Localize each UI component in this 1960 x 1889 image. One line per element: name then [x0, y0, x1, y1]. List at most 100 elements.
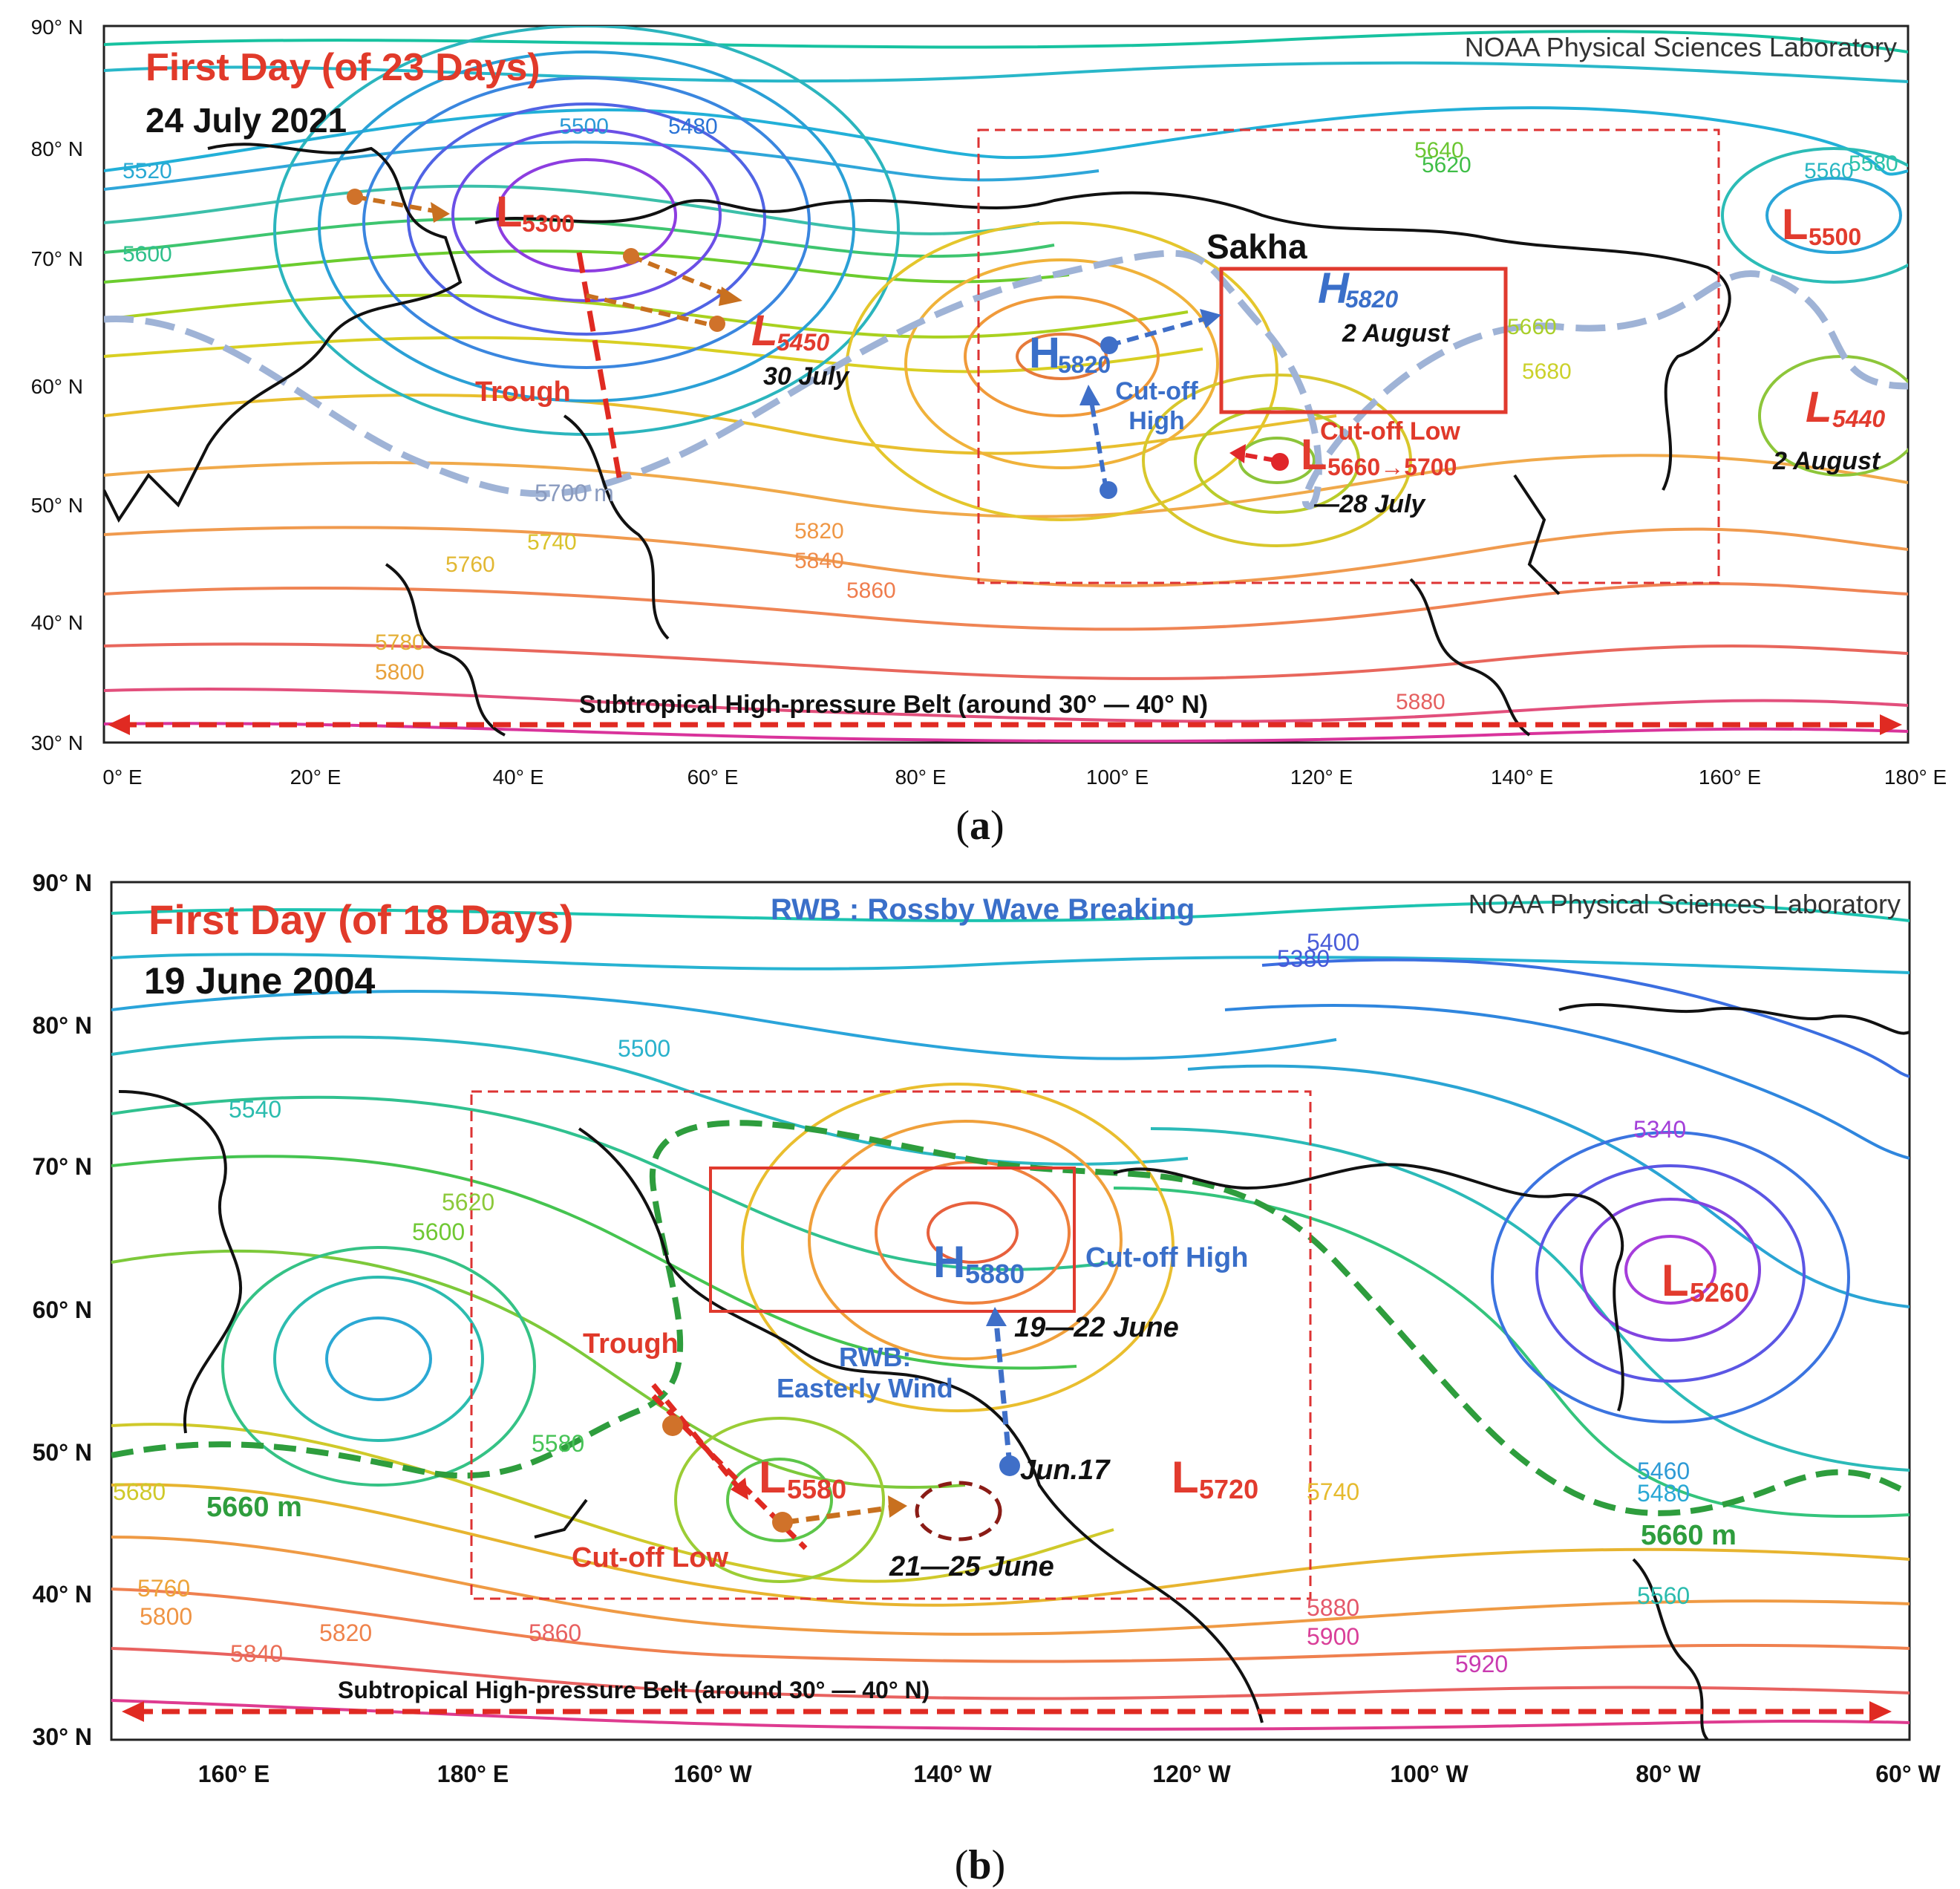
- lon-label: 140° W: [913, 1761, 992, 1787]
- contour-label: 5820: [319, 1619, 372, 1646]
- lon-label: 40° E: [493, 766, 544, 789]
- contour-label: 5860: [846, 578, 896, 603]
- contour-label: 5820: [794, 519, 844, 544]
- lon-label: 180° E: [1884, 766, 1947, 789]
- lat-label: 90° N: [33, 870, 92, 896]
- contour-label: 5740: [527, 530, 577, 555]
- cutoff-high-label: Cut-off High: [1085, 1242, 1248, 1273]
- contour-label: 5400: [1307, 929, 1359, 956]
- contour-label: 5620: [1422, 153, 1471, 177]
- source-credit: NOAA Physical Sciences Laboratory: [1469, 889, 1901, 919]
- ridge-line-label-east: 5660 m: [1641, 1520, 1737, 1551]
- svg-text:5880: 5880: [965, 1259, 1025, 1289]
- svg-text:RWB:: RWB:: [839, 1342, 911, 1372]
- lat-label: 40° N: [31, 611, 83, 634]
- svg-text:5260: 5260: [1690, 1277, 1749, 1308]
- contour-label: 5800: [140, 1603, 192, 1630]
- caption-b: (b): [954, 1842, 1006, 1888]
- contour-label: 5740: [1307, 1478, 1359, 1505]
- contour-label: 5840: [794, 549, 844, 573]
- contour-label: 5520: [122, 159, 172, 183]
- lat-label: 70° N: [33, 1153, 92, 1180]
- svg-text:L: L: [759, 1452, 786, 1502]
- low-center-5660: L 5660→5700 —28 July: [1301, 431, 1457, 518]
- svg-text:L: L: [496, 188, 522, 236]
- arrow-heads: [347, 189, 1289, 499]
- svg-text:5580: 5580: [787, 1474, 846, 1504]
- lat-label: 50° N: [31, 494, 83, 517]
- contour-label: 5540: [229, 1096, 281, 1123]
- contour-label: 5900: [1307, 1623, 1359, 1650]
- subtropical-belt-label: Subtropical High-pressure Belt (around 3…: [579, 691, 1208, 719]
- svg-text:L: L: [1782, 200, 1808, 249]
- cutoff-low-label: Cut-off Low: [1320, 417, 1460, 446]
- contour-labels: 5480 5500 5520 5560 5580 5600 5620 5640 …: [122, 114, 1898, 714]
- contour-label: 5480: [668, 114, 718, 139]
- contour-label: 5780: [375, 630, 425, 655]
- lon-label: 140° E: [1491, 766, 1553, 789]
- low-center-5300: L 5300: [496, 188, 575, 237]
- svg-text:L: L: [1806, 383, 1832, 431]
- lon-label: 80° E: [895, 766, 947, 789]
- lat-label: 30° N: [31, 731, 83, 754]
- svg-text:Easterly Wind: Easterly Wind: [777, 1373, 953, 1403]
- svg-text:5820: 5820: [1058, 351, 1111, 378]
- ridge-line-5660: [111, 1120, 1910, 1516]
- analysis-region-box: [977, 128, 1720, 584]
- contour-label: 5340: [1633, 1116, 1686, 1143]
- longitude-axis: 0° E 20° E 40° E 60° E 80° E 100° E 120°…: [102, 766, 1947, 789]
- contour-label: 5920: [1455, 1651, 1508, 1677]
- lat-label: 80° N: [31, 137, 83, 160]
- cutoff-high-box: [1219, 267, 1508, 414]
- svg-text:L: L: [751, 307, 777, 355]
- contour-labels: 5340 5380 5400 5460 5480 5500 5540 5560 …: [113, 929, 1690, 1677]
- trough-label: Trough: [475, 376, 571, 408]
- lat-label: 40° N: [33, 1581, 92, 1608]
- lat-label: 50° N: [33, 1439, 92, 1466]
- lon-label: 80° W: [1636, 1761, 1701, 1787]
- svg-text:5820: 5820: [1345, 286, 1398, 313]
- low-center-5260: L 5260: [1662, 1256, 1749, 1308]
- svg-text:H: H: [1318, 264, 1350, 313]
- contour-label: 5600: [412, 1218, 465, 1245]
- lon-label: 60° E: [687, 766, 739, 789]
- map-a: 90° N 80° N 70° N 60° N 50° N 40° N 30° …: [31, 16, 1947, 789]
- pressure-systems: L 5300 L 5450 30 July H 5820 H 5820 2 Au…: [496, 188, 1885, 518]
- ridge-line-5700: [104, 249, 1908, 510]
- contour-label: 5680: [1522, 359, 1572, 384]
- contour-label: 5580: [1849, 151, 1898, 176]
- lon-label: 160° W: [673, 1761, 752, 1787]
- arrow-head: [108, 714, 130, 735]
- high-center-5820-west: H 5820: [1029, 329, 1111, 378]
- svg-text:5660→5700: 5660→5700: [1327, 454, 1457, 480]
- lon-label: 120° W: [1152, 1761, 1231, 1787]
- svg-text:5440: 5440: [1832, 405, 1885, 432]
- map-frame: [102, 25, 1910, 744]
- contour-field: [111, 900, 1910, 1740]
- analysis-region-box: [470, 1090, 1312, 1600]
- panel-title: First Day (of 18 Days): [148, 896, 574, 943]
- panel-title: First Day (of 23 Days): [146, 46, 540, 89]
- svg-text:5720: 5720: [1199, 1474, 1258, 1504]
- region-label: Sakha: [1206, 227, 1307, 266]
- lon-label: 20° E: [290, 766, 342, 789]
- arrow-head: [1869, 1701, 1892, 1722]
- panel-date: 24 July 2021: [146, 101, 347, 140]
- panel-date: 19 June 2004: [144, 960, 376, 1002]
- date-high: 19—22 June: [1014, 1312, 1179, 1343]
- cutoff-high-box: [709, 1167, 1076, 1313]
- low-center-5500: L 5500: [1782, 200, 1861, 250]
- arrow-heads: [662, 1307, 1020, 1533]
- contour-label: 5560: [1637, 1582, 1690, 1609]
- contour-label: 5680: [113, 1478, 166, 1505]
- contour-label: 5800: [375, 660, 425, 685]
- svg-text:L: L: [1301, 431, 1327, 479]
- panel-a: 90° N 80° N 70° N 60° N 50° N 40° N 30° …: [0, 0, 1960, 849]
- lat-label: 30° N: [33, 1723, 92, 1750]
- date-low: 21—25 June: [889, 1551, 1054, 1582]
- svg-text:—28 July: —28 July: [1313, 490, 1426, 518]
- contour-label: 5500: [559, 114, 609, 139]
- caption-a: (a): [956, 803, 1004, 849]
- contour-label: 5760: [137, 1575, 190, 1602]
- svg-text:5300: 5300: [522, 210, 575, 237]
